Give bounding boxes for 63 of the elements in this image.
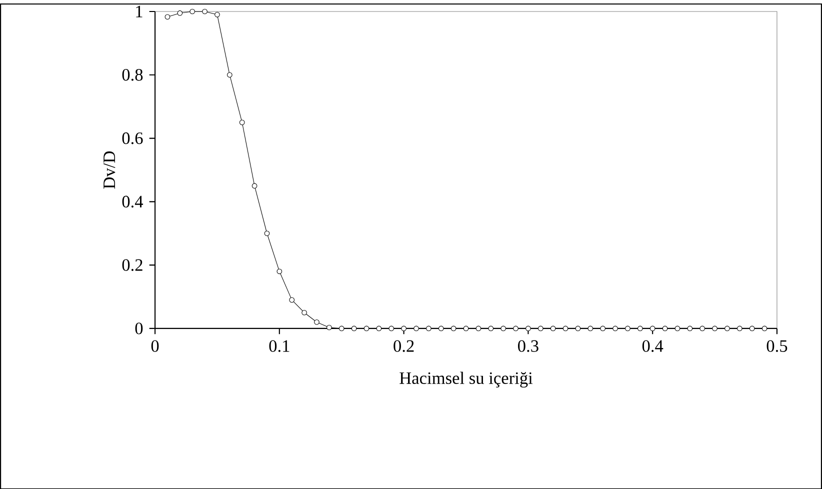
point: [700, 326, 706, 331]
point: [749, 326, 755, 331]
point: [426, 326, 432, 331]
point: [625, 326, 630, 331]
point: [264, 230, 270, 236]
point: [351, 326, 357, 331]
point: [388, 326, 394, 331]
x-tick-label: 0.2: [394, 340, 414, 352]
point: [674, 326, 680, 331]
point: [724, 326, 730, 331]
point: [575, 326, 581, 331]
y-tick-label: 0.6: [122, 132, 143, 144]
point: [637, 326, 643, 331]
point: [550, 326, 556, 331]
point: [463, 326, 469, 331]
x-tick-label: 0.3: [518, 340, 538, 352]
point: [538, 326, 544, 331]
point: [214, 12, 220, 18]
point: [164, 14, 170, 20]
point: [226, 72, 232, 78]
point: [314, 319, 320, 325]
point: [289, 297, 295, 302]
point: [276, 268, 282, 274]
x-tick-label: 0.5: [766, 340, 788, 352]
x-tick-label: 0.4: [642, 340, 664, 352]
point: [488, 326, 494, 331]
point: [762, 326, 768, 331]
point: [562, 326, 568, 331]
y-tick-label: 1: [136, 6, 142, 17]
point: [650, 326, 656, 331]
point: [239, 120, 245, 125]
point: [338, 326, 344, 331]
point: [326, 324, 332, 330]
y-tick-label: 0.4: [122, 196, 144, 208]
point: [687, 326, 693, 331]
point: [513, 326, 518, 331]
point: [177, 10, 183, 16]
x-tick-label: 0.1: [269, 340, 290, 352]
point: [736, 326, 742, 331]
point: [438, 326, 444, 331]
point: [612, 326, 618, 331]
point: [662, 326, 668, 331]
point: [302, 310, 307, 316]
x-axis-title: Hacimsel su içeriği: [400, 372, 533, 388]
x-tick-label: 0: [151, 340, 159, 352]
point: [376, 326, 382, 331]
point: [588, 326, 594, 331]
point: [364, 326, 370, 331]
y-tick-label: 0.8: [122, 68, 143, 81]
point: [712, 326, 718, 331]
y-tick-label: 0.2: [122, 258, 142, 271]
point: [500, 326, 506, 331]
point: [526, 326, 531, 331]
y-tick-label: 0: [135, 322, 143, 334]
point: [450, 326, 456, 331]
point: [476, 326, 482, 331]
point: [202, 8, 208, 14]
point: [190, 8, 196, 14]
point: [414, 326, 419, 331]
point: [401, 326, 406, 331]
point: [600, 326, 606, 331]
point: [252, 182, 258, 188]
y-axis-title: Dv/D: [104, 151, 116, 189]
